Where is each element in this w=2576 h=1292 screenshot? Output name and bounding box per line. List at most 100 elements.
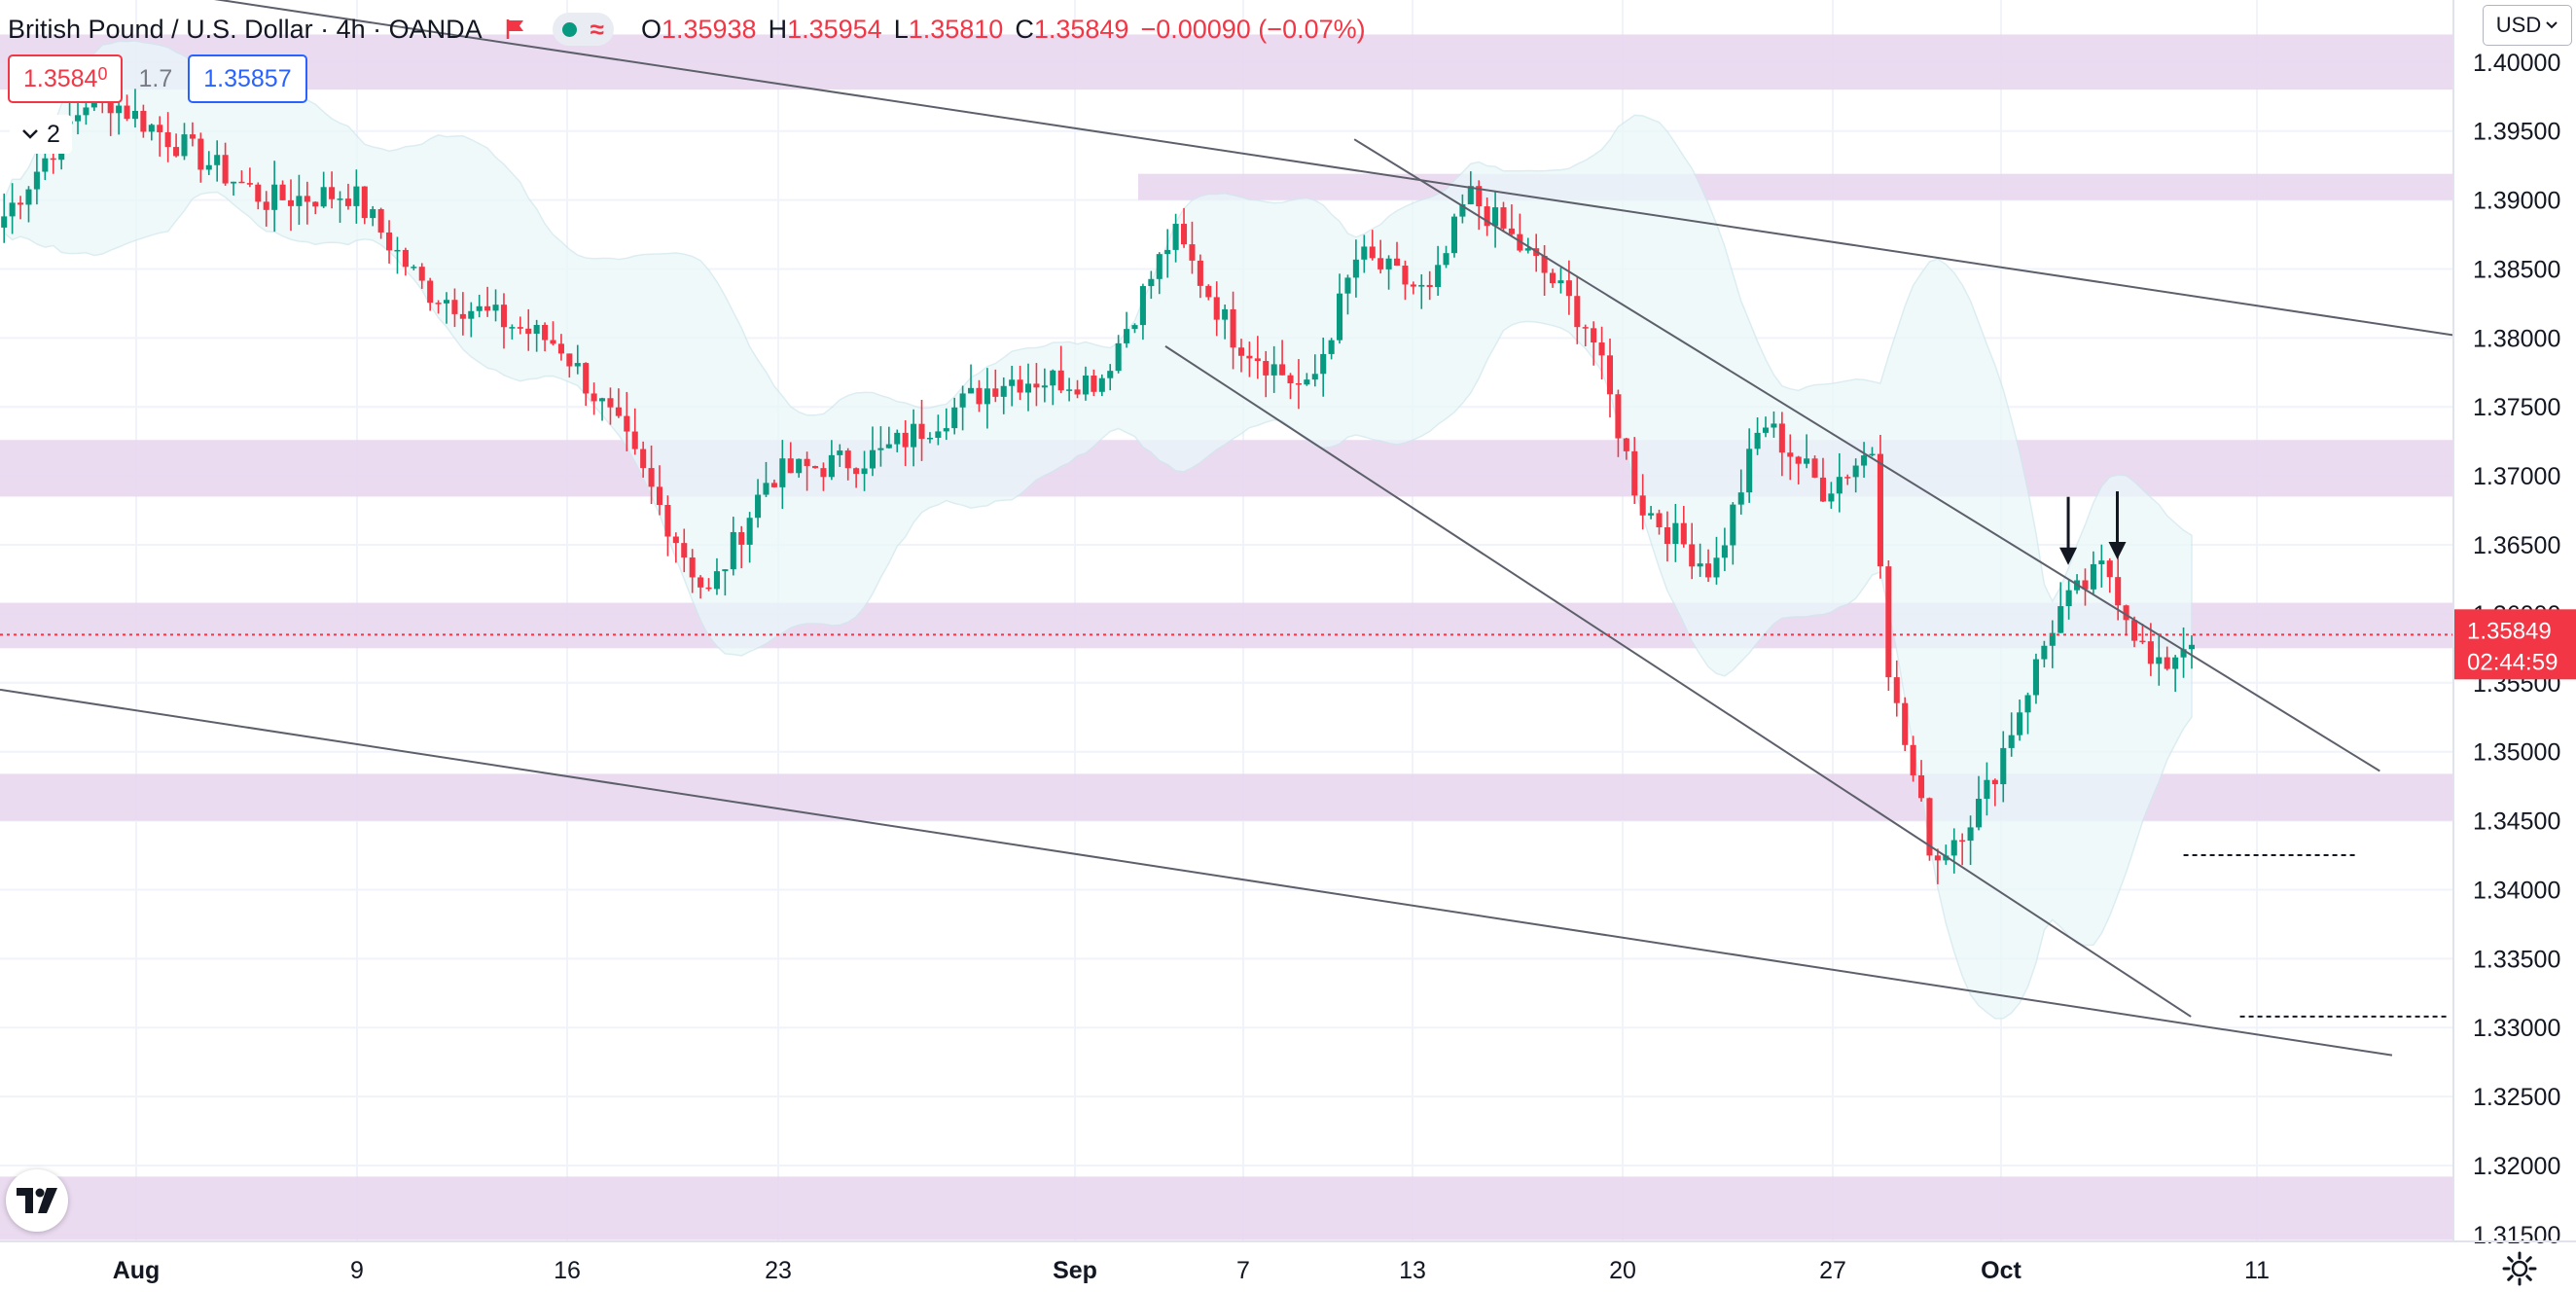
candle-body: [2180, 649, 2187, 658]
candle-body: [730, 531, 736, 570]
candle-body: [1246, 355, 1253, 359]
time-tick-label: Sep: [1053, 1257, 1097, 1284]
candle-body: [2147, 641, 2154, 664]
candle-body: [1737, 492, 1744, 505]
candle-body: [140, 110, 147, 132]
candle-body: [1426, 284, 1433, 288]
candle-body: [722, 569, 729, 572]
candle-body: [1263, 361, 1270, 376]
candle-body: [1689, 544, 1696, 567]
candle-body: [1902, 702, 1909, 745]
candle-body: [1237, 347, 1245, 356]
price-tick-label: 1.31500: [2473, 1222, 2560, 1249]
candle-body: [1639, 495, 1646, 516]
candle-body: [25, 189, 32, 205]
candle-body: [770, 483, 777, 487]
candle-body: [131, 110, 139, 120]
arrow-head: [2108, 542, 2127, 560]
candle-body: [1107, 371, 1114, 378]
candle-body: [312, 201, 319, 207]
price-tick-label: 1.38500: [2473, 256, 2560, 283]
candle-body: [1877, 453, 1883, 567]
tv-logo-glyph: [17, 1188, 57, 1213]
candle-body: [1615, 394, 1622, 439]
candle-body: [2057, 606, 2064, 633]
candle-body: [853, 468, 860, 475]
candle-body: [1435, 265, 1442, 288]
candle-body: [1402, 266, 1409, 285]
candle-body: [968, 387, 975, 394]
candle-body: [287, 199, 295, 206]
currency-dropdown[interactable]: USD: [2483, 5, 2572, 46]
indicator-count: 2: [47, 120, 60, 148]
candle-body: [1648, 513, 1655, 516]
candle-body: [1328, 340, 1335, 354]
candle-body: [2172, 657, 2179, 669]
candle-body: [656, 486, 663, 506]
price-tick-label: 1.39500: [2473, 119, 2560, 146]
ohlc-key: H: [768, 14, 788, 44]
candle-body: [2106, 560, 2113, 578]
candle-body: [1771, 423, 1777, 428]
collapse-indicators-button[interactable]: 2: [10, 115, 72, 154]
sell-button[interactable]: 1.3584 0: [8, 54, 124, 103]
candle-body: [1819, 477, 1827, 502]
price-tick-label: 1.33500: [2473, 946, 2560, 973]
flag-icon[interactable]: [504, 18, 527, 41]
candle-body: [590, 393, 597, 402]
candle-body: [1582, 327, 1589, 329]
candle-body: [976, 387, 983, 405]
candle-body: [427, 280, 434, 304]
candle-body: [509, 327, 516, 329]
candle-body: [820, 468, 827, 478]
candle-body: [394, 249, 401, 252]
settings-gear-icon[interactable]: [2500, 1249, 2539, 1288]
candle-body: [1050, 370, 1056, 386]
indicator-toggle[interactable]: ≈: [552, 13, 614, 46]
chart-legend: British Pound / U.S. Dollar · 4h · OANDA…: [8, 10, 1366, 49]
candle-body: [124, 105, 130, 120]
candle-body: [1443, 253, 1449, 266]
candle-body: [557, 343, 564, 354]
candle-body: [869, 449, 877, 469]
dot-icon: [561, 21, 577, 37]
time-tick-label: 20: [1609, 1257, 1636, 1284]
trendline: [1164, 345, 2192, 1018]
candle-body: [1672, 522, 1679, 545]
candle-body: [943, 428, 949, 432]
candle-body: [2090, 563, 2096, 590]
candle-body: [1000, 385, 1007, 397]
candle-body: [279, 184, 286, 200]
candle-body: [1975, 799, 1983, 828]
price-tick-label: 1.34500: [2473, 808, 2560, 836]
candle-body: [238, 181, 245, 184]
candle-body: [1524, 248, 1531, 251]
candle-body: [902, 432, 909, 448]
candle-body: [837, 450, 843, 455]
candle-body: [787, 458, 794, 474]
candle-body: [337, 198, 343, 200]
candle-body: [1631, 450, 1638, 496]
candle-body: [370, 209, 376, 219]
time-tick-label: Oct: [1981, 1257, 2021, 1284]
candle-body: [255, 184, 262, 202]
tradingview-logo-icon[interactable]: [6, 1169, 68, 1232]
symbol-title[interactable]: British Pound / U.S. Dollar · 4h · OANDA: [8, 14, 483, 44]
candle-body: [1591, 328, 1597, 343]
buy-button[interactable]: 1.35857: [188, 54, 307, 103]
candle-body: [33, 171, 40, 190]
candle-body: [459, 313, 466, 319]
price-tick-label: 1.32500: [2473, 1084, 2560, 1111]
candle-body: [1598, 342, 1605, 356]
candle-body: [550, 340, 556, 344]
candle-body: [214, 155, 221, 165]
candle-body: [713, 571, 720, 590]
current-price-text: 1.35849: [2467, 618, 2552, 644]
candle-body: [1270, 364, 1277, 376]
sr-zone: [0, 440, 2453, 497]
candle-body: [329, 187, 336, 199]
time-tick-label: 13: [1399, 1257, 1426, 1284]
candle-body: [1017, 379, 1023, 393]
